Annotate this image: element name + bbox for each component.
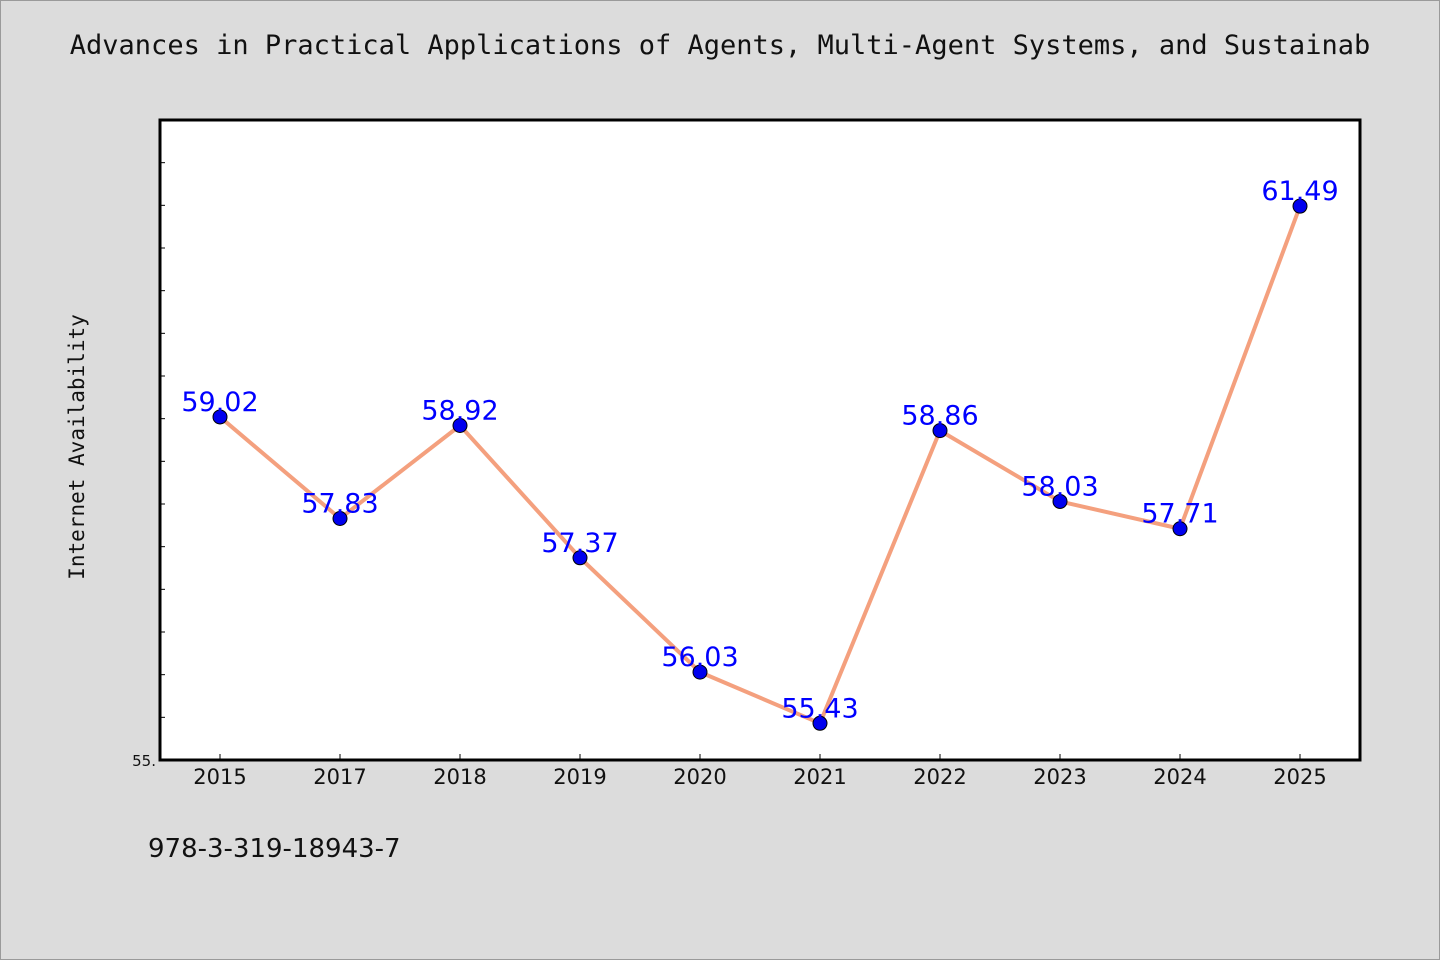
- data-point: [572, 550, 588, 566]
- data-label: 55.43: [781, 693, 858, 724]
- data-point: [692, 664, 708, 680]
- data-point: [212, 409, 228, 425]
- footnote-isbn: 978-3-319-18943-7: [148, 834, 401, 864]
- x-tick-label: 2020: [673, 765, 726, 789]
- data-point: [1292, 198, 1308, 214]
- data-label: 58.92: [421, 395, 498, 426]
- data-label: 56.03: [661, 642, 738, 673]
- plot-area: [158, 118, 1362, 762]
- y-tick-label: 55.: [132, 752, 156, 770]
- x-tick-label: 2015: [193, 765, 246, 789]
- x-tick-label: 2023: [1033, 765, 1086, 789]
- x-tick-label: 2022: [913, 765, 966, 789]
- x-tick-label: 2021: [793, 765, 846, 789]
- data-point: [332, 511, 348, 527]
- x-tick-label: 2017: [313, 765, 366, 789]
- data-point: [1052, 493, 1068, 509]
- data-label: 61.49: [1261, 176, 1338, 207]
- data-point: [1172, 521, 1188, 537]
- chart-title: Advances in Practical Applications of Ag…: [69, 30, 1371, 61]
- data-point: [452, 417, 468, 433]
- data-point: [812, 715, 828, 731]
- x-tick-label: 2018: [433, 765, 486, 789]
- data-point: [932, 423, 948, 439]
- x-tick-label: 2024: [1153, 765, 1206, 789]
- data-label: 58.86: [901, 401, 978, 432]
- series-line: [218, 205, 1302, 726]
- x-tick-label: 2025: [1273, 765, 1326, 789]
- data-label: 57.83: [301, 489, 378, 520]
- data-label: 57.71: [1141, 499, 1218, 530]
- data-label: 58.03: [1021, 471, 1098, 502]
- x-tick-label: 2019: [553, 765, 606, 789]
- data-label: 59.02: [181, 387, 258, 418]
- data-label: 57.37: [541, 528, 618, 559]
